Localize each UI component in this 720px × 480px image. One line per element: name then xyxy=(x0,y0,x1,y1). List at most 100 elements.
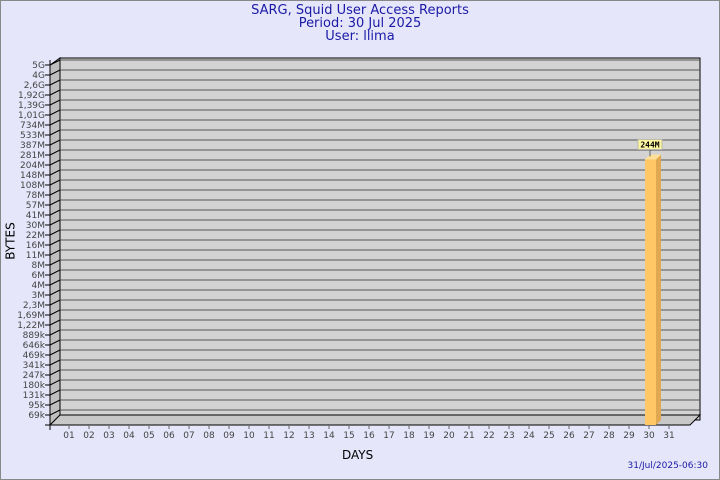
bar-top xyxy=(645,154,661,160)
wall-tick xyxy=(49,319,61,326)
y-tick-label: 22M xyxy=(26,231,45,241)
y-tick-label: 889k xyxy=(23,331,46,341)
wall-tick xyxy=(49,249,61,256)
y-tick-label: 6M xyxy=(32,271,46,281)
wall-tick xyxy=(49,269,61,276)
wall-tick xyxy=(49,299,61,306)
wall-tick xyxy=(49,369,61,376)
wall-tick xyxy=(49,129,61,136)
x-tick-label: 29 xyxy=(623,431,635,441)
wall-tick xyxy=(49,199,61,206)
y-tick-label: 69k xyxy=(28,411,45,421)
y-tick-label: 533M xyxy=(20,131,45,141)
x-tick-label: 25 xyxy=(543,431,554,441)
y-tick-label: 281M xyxy=(20,151,45,161)
x-axis-label: DAYS xyxy=(342,448,374,462)
y-tick-label: 1,39G xyxy=(18,101,45,111)
x-tick-label: 20 xyxy=(443,431,455,441)
y-tick-label: 57M xyxy=(26,201,45,211)
x-tick-label: 05 xyxy=(143,431,154,441)
wall-tick xyxy=(49,339,61,346)
wall-tick xyxy=(49,329,61,336)
y-tick-label: 2,3M xyxy=(23,301,45,311)
y-tick-label: 8M xyxy=(32,261,46,271)
y-tick-label: 4G xyxy=(32,71,45,81)
timestamp: 31/Jul/2025-06:30 xyxy=(627,461,708,471)
wall-tick xyxy=(49,289,61,296)
wall-tick xyxy=(49,219,61,226)
wall-tick xyxy=(49,189,61,196)
x-tick-label: 23 xyxy=(503,431,514,441)
y-tick-label: 3M xyxy=(32,291,46,301)
x-tick-label: 31 xyxy=(663,431,674,441)
wall-tick xyxy=(49,389,61,396)
y-tick-label: 30M xyxy=(26,221,45,231)
y-tick-label: 646k xyxy=(23,341,46,351)
wall-tick xyxy=(49,309,61,316)
bar-side xyxy=(656,154,661,426)
x-tick-label: 15 xyxy=(343,431,354,441)
x-tick-label: 11 xyxy=(263,431,274,441)
x-tick-label: 19 xyxy=(423,431,435,441)
y-tick-label: 78M xyxy=(26,191,45,201)
x-tick-label: 17 xyxy=(383,431,394,441)
wall-tick xyxy=(49,399,61,406)
x-tick-label: 28 xyxy=(603,431,615,441)
y-tick-label: 204M xyxy=(20,161,45,171)
wall-tick xyxy=(49,139,61,146)
y-tick-label: 108M xyxy=(20,181,45,191)
wall-tick xyxy=(49,149,61,156)
chart-user: User: llima xyxy=(325,29,395,44)
wall-tick xyxy=(49,99,61,106)
wall-tick xyxy=(49,209,61,216)
y-tick-label: 5G xyxy=(32,61,45,71)
x-tick-label: 24 xyxy=(523,431,535,441)
x-tick-label: 04 xyxy=(123,431,135,441)
y-tick-label: 16M xyxy=(26,241,45,251)
y-tick-label: 247k xyxy=(23,371,46,381)
x-tick-label: 09 xyxy=(223,431,235,441)
wall-tick xyxy=(49,179,61,186)
wall-tick xyxy=(49,169,61,176)
x-tick-label: 18 xyxy=(403,431,415,441)
wall-tick xyxy=(49,379,61,386)
y-tick-label: 1,92G xyxy=(18,91,45,101)
x-tick-label: 03 xyxy=(103,431,114,441)
bar-day-30: 244M xyxy=(637,138,663,426)
floor xyxy=(48,414,702,426)
x-tick-label: 08 xyxy=(203,431,215,441)
x-tick-label: 26 xyxy=(563,431,575,441)
x-tick-label: 22 xyxy=(483,431,494,441)
y-tick-label: 2,6G xyxy=(24,81,45,91)
x-tick-label: 10 xyxy=(243,431,255,441)
wall-tick xyxy=(49,109,61,116)
wall-tick xyxy=(49,259,61,266)
y-tick-label: 131k xyxy=(23,391,46,401)
x-tick-label: 07 xyxy=(183,431,194,441)
y-tick-label: 1,01G xyxy=(18,111,45,121)
wall-tick xyxy=(49,409,61,416)
y-tick-label: 95k xyxy=(28,401,45,411)
wall-tick xyxy=(49,159,61,166)
x-tick-label: 01 xyxy=(63,431,74,441)
bar-value-label: 244M xyxy=(640,140,659,149)
wall-tick xyxy=(49,89,61,96)
x-tick-label: 12 xyxy=(283,431,294,441)
y-tick-label: 11M xyxy=(26,251,45,261)
y-axis-label: BYTES xyxy=(3,222,18,260)
wall-tick xyxy=(49,359,61,366)
wall-tick xyxy=(49,69,61,76)
wall-tick xyxy=(49,279,61,286)
y-tick-label: 734M xyxy=(20,121,45,131)
wall-tick xyxy=(49,239,61,246)
x-tick-label: 16 xyxy=(363,431,375,441)
wall-tick xyxy=(49,349,61,356)
x-tick-label: 14 xyxy=(323,431,335,441)
y-tick-label: 469k xyxy=(23,351,46,361)
y-tick-label: 41M xyxy=(26,211,45,221)
y-tick-label: 1,22M xyxy=(17,321,45,331)
x-tick-label: 21 xyxy=(463,431,474,441)
wall-tick xyxy=(49,59,61,66)
y-tick-label: 1,69M xyxy=(17,311,45,321)
